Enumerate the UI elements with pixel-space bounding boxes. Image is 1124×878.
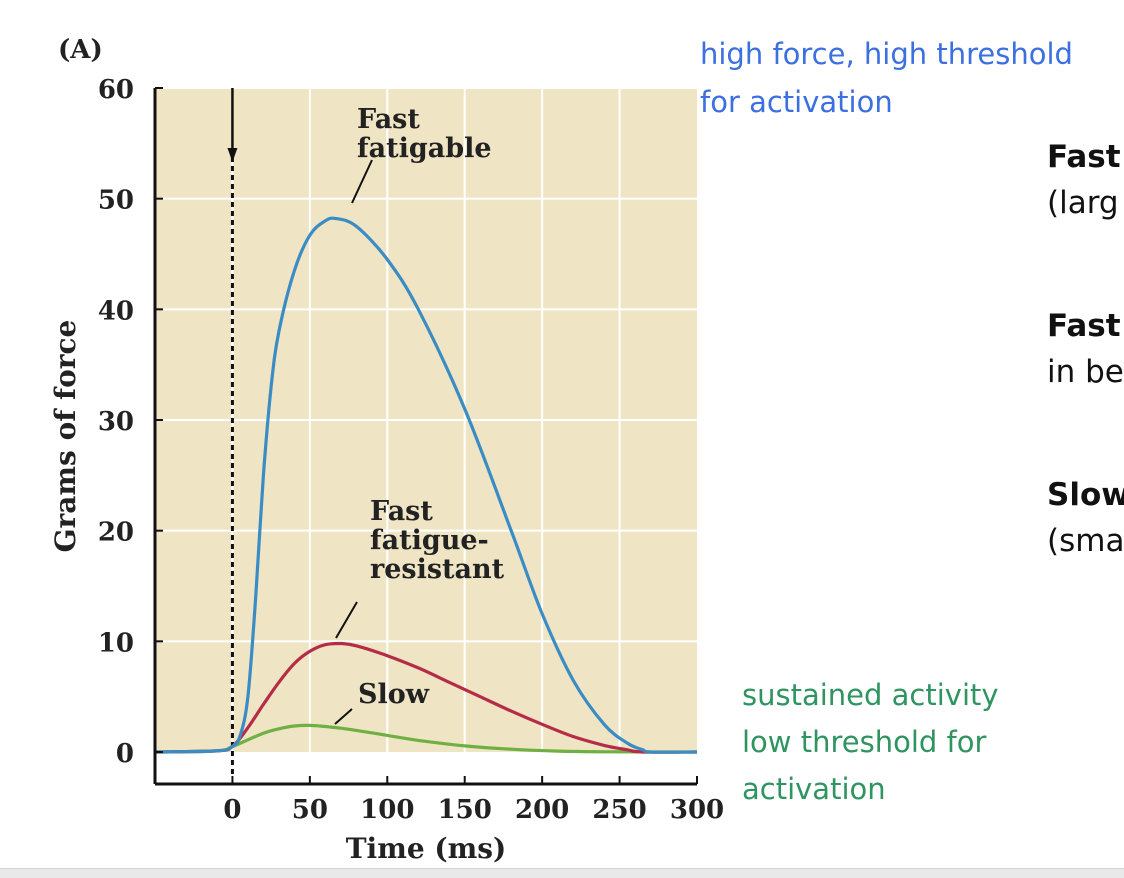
side-text-row1-rest: (larg xyxy=(1047,185,1119,221)
side-text-row2-rest: in be xyxy=(1047,354,1124,390)
y-tick-label: 10 xyxy=(98,628,134,658)
series-line-slow xyxy=(154,723,698,754)
x-tick-label: 300 xyxy=(670,795,724,825)
x-tick-label: 150 xyxy=(438,795,492,825)
side-text-slow: Slow (sma xyxy=(1047,472,1124,564)
panel-label: (A) xyxy=(58,35,103,65)
y-tick-label: 40 xyxy=(98,296,134,326)
series-leader-line xyxy=(334,708,353,725)
series-label-fast-fatigue-resistant: Fast fatigue-resistant xyxy=(370,496,505,585)
x-tick-label: 100 xyxy=(360,795,414,825)
high-force-note-line1: high force, high threshold xyxy=(700,37,1073,71)
bottom-bar xyxy=(0,868,1124,878)
y-tick-label: 0 xyxy=(116,739,134,769)
y-tick-label: 50 xyxy=(98,186,134,216)
series-label-line: fatigue- xyxy=(370,525,489,556)
side-text-fast-fatigable: Fast (larg xyxy=(1047,134,1121,226)
side-text-row1-bold: Fast xyxy=(1047,139,1121,175)
side-text-row3-bold: Slow xyxy=(1047,477,1124,513)
series-label-fast-fatigable: Fast fatigable xyxy=(357,104,492,164)
sustained-note: sustained activity low threshold for act… xyxy=(742,672,999,813)
series-label-line: fatigable xyxy=(357,133,492,164)
x-tick-label: 200 xyxy=(515,795,569,825)
y-axis-title: Grams of force xyxy=(49,320,82,553)
series-line-fast-fatigable xyxy=(154,216,698,754)
side-text-row3-rest: (sma xyxy=(1047,523,1124,559)
series-label-slow: Slow xyxy=(358,679,430,710)
sustained-note-line2: low threshold for xyxy=(742,725,987,759)
series-line-fast-fatigue-resistant xyxy=(154,641,698,754)
side-text-row2-bold: Fast xyxy=(1047,308,1121,344)
series-leader-line xyxy=(351,159,373,204)
high-force-note: high force, high threshold for activatio… xyxy=(700,30,1073,126)
x-tick-label: 250 xyxy=(592,795,646,825)
series-label-line: resistant xyxy=(370,554,505,585)
side-text-fast-resistant: Fast in be xyxy=(1047,303,1124,395)
series-label-line: Fast xyxy=(357,104,420,135)
high-force-note-line2: for activation xyxy=(700,85,893,119)
y-tick-label: 20 xyxy=(98,518,134,548)
series-leader-line xyxy=(335,601,358,639)
y-tick-label: 30 xyxy=(98,407,134,437)
x-axis-title: Time (ms) xyxy=(346,832,507,865)
x-tick-label: 0 xyxy=(223,795,241,825)
sustained-note-line3: activation xyxy=(742,772,886,806)
stimulus-arrowhead xyxy=(227,148,238,162)
y-tick-label: 60 xyxy=(98,75,134,105)
x-tick-label: 50 xyxy=(292,795,328,825)
series-label-line: Slow xyxy=(358,679,430,710)
series-label-line: Fast xyxy=(370,496,433,527)
sustained-note-line1: sustained activity xyxy=(742,678,999,712)
